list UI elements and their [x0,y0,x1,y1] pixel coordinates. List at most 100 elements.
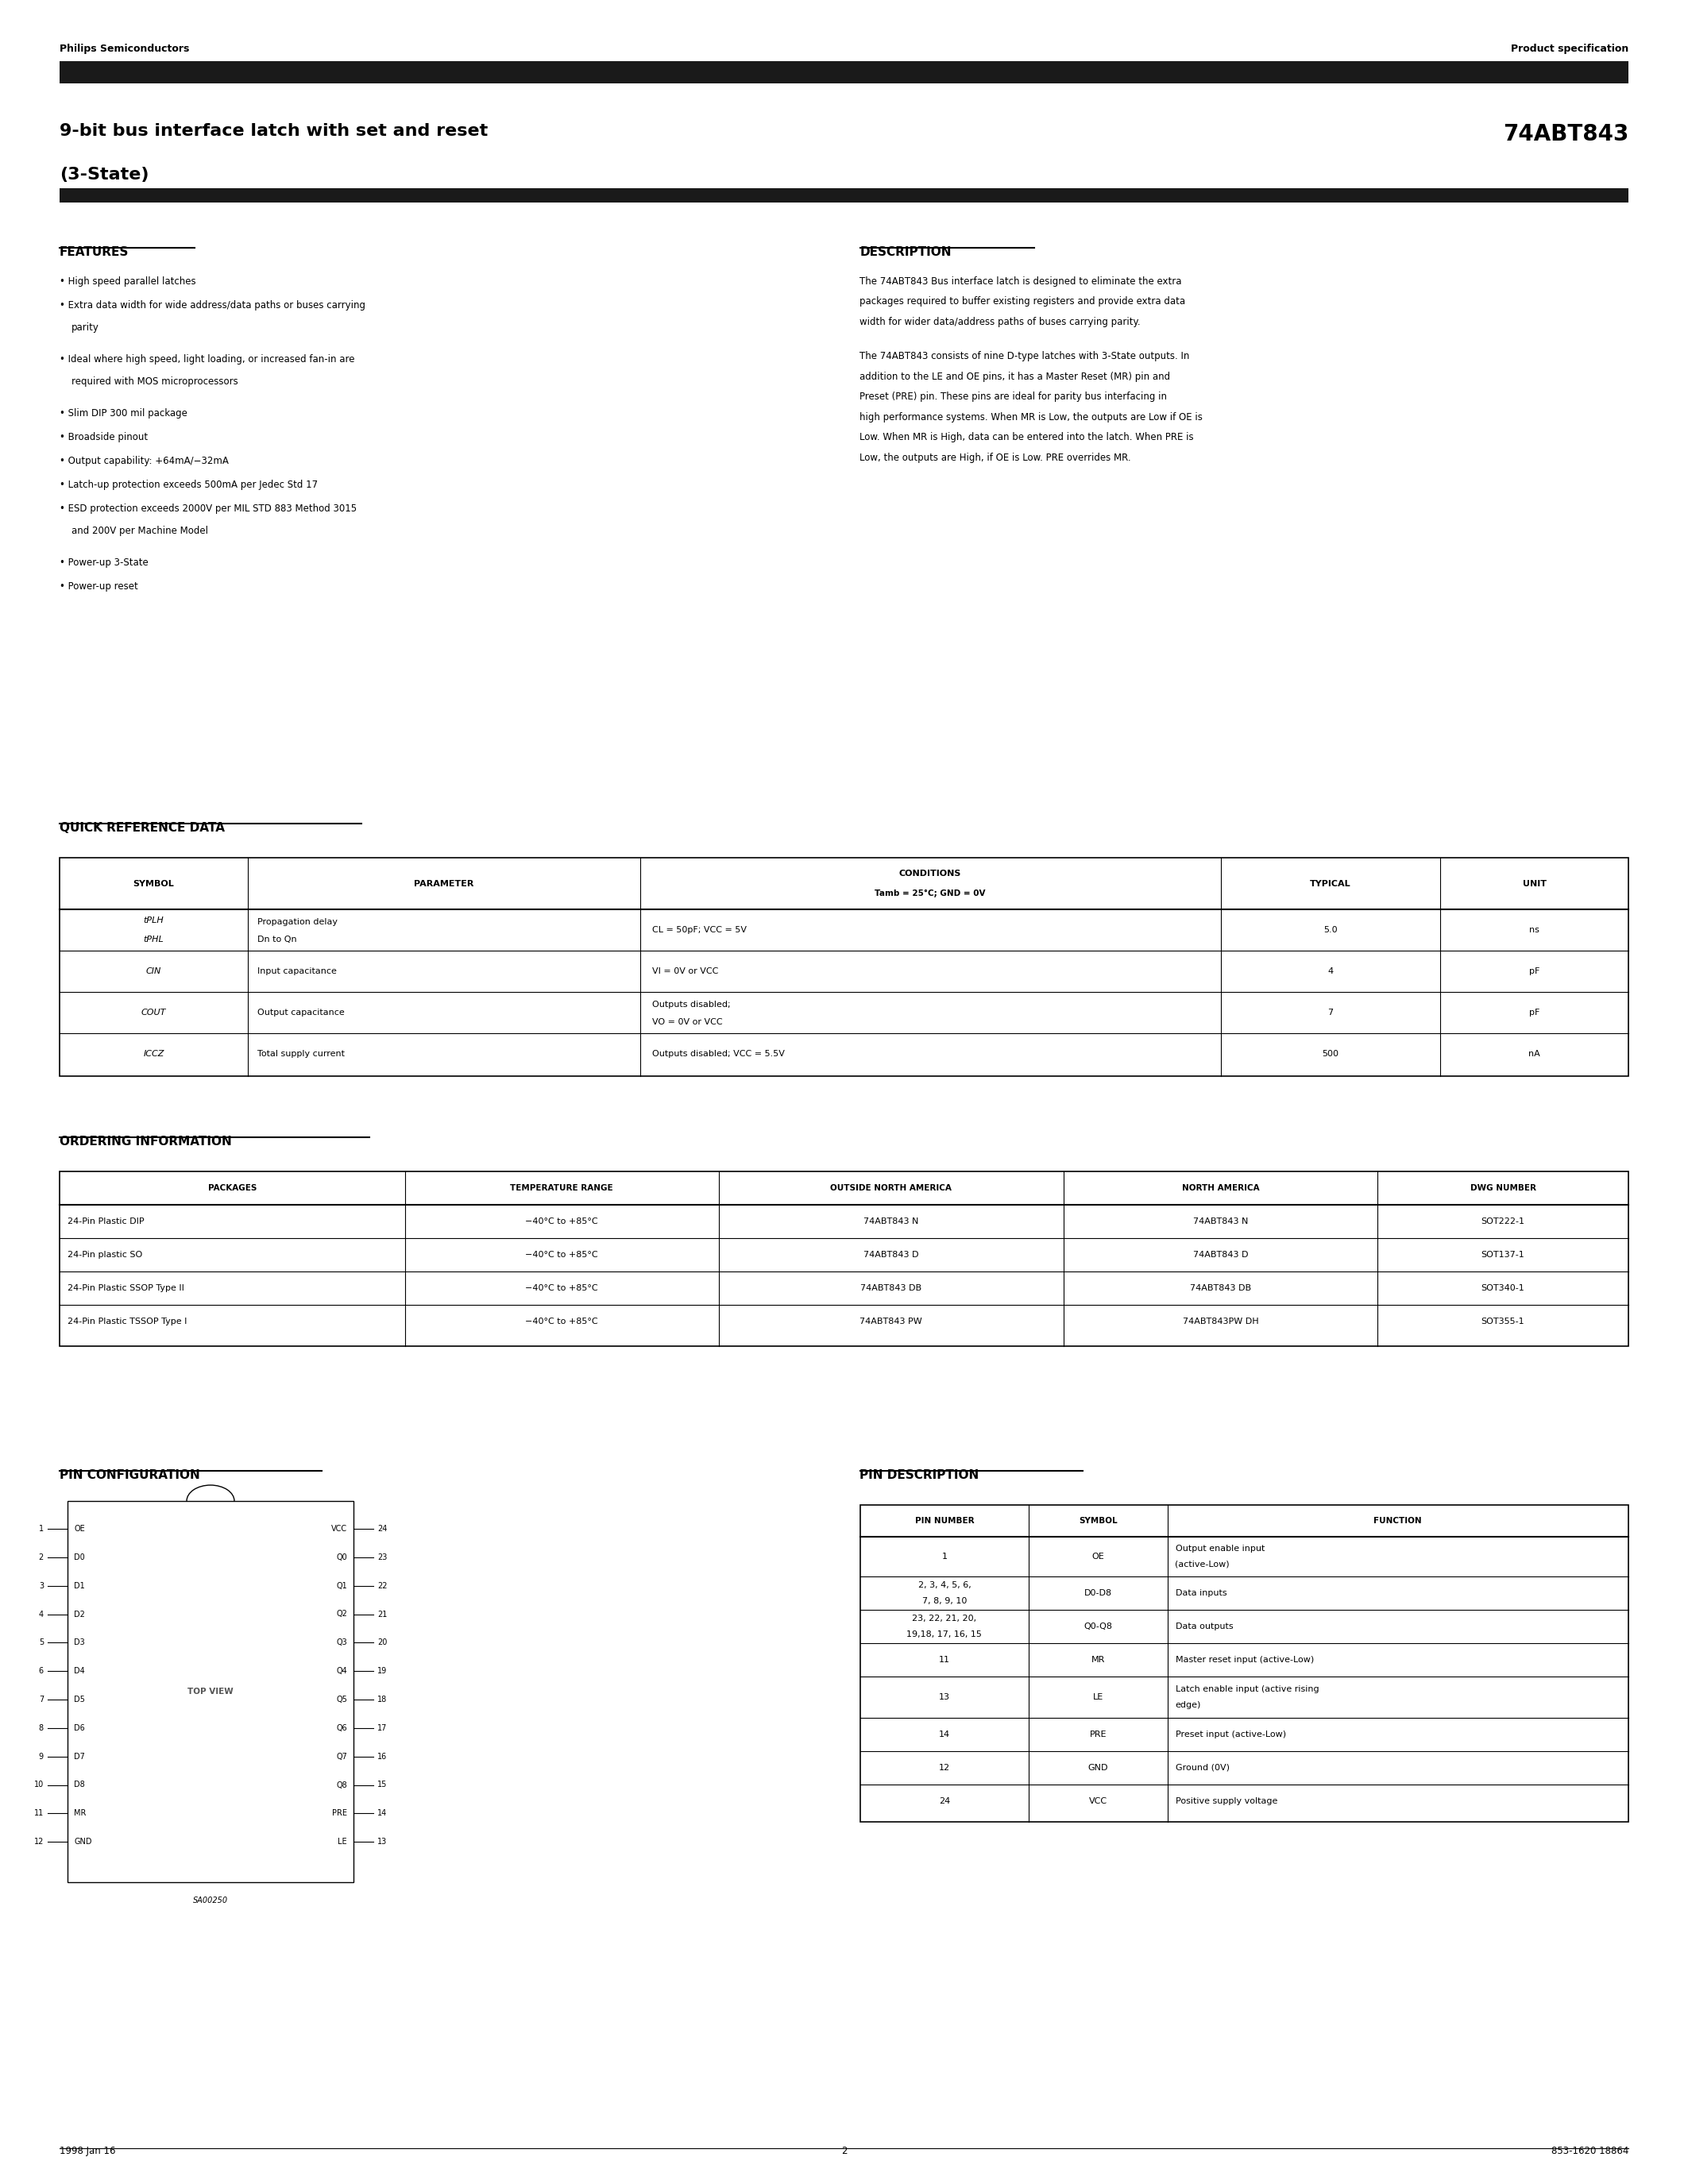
Text: Total supply current: Total supply current [257,1051,344,1057]
Text: • Output capability: +64mA/−32mA: • Output capability: +64mA/−32mA [59,456,228,465]
Text: • Extra data width for wide address/data paths or buses carrying: • Extra data width for wide address/data… [59,299,365,310]
Text: COUT: COUT [142,1009,165,1016]
Text: 10: 10 [34,1780,44,1789]
Text: (active-Low): (active-Low) [1175,1562,1231,1568]
Text: VO = 0V or VCC: VO = 0V or VCC [652,1018,722,1026]
Text: 12: 12 [34,1839,44,1845]
Text: QUICK REFERENCE DATA: QUICK REFERENCE DATA [59,821,225,834]
Text: Propagation delay: Propagation delay [257,917,338,926]
Text: TOP VIEW: TOP VIEW [187,1688,233,1695]
Text: • High speed parallel latches: • High speed parallel latches [59,277,196,286]
Text: 7, 8, 9, 10: 7, 8, 9, 10 [922,1597,967,1605]
Text: The 74ABT843 Bus interface latch is designed to eliminate the extra: The 74ABT843 Bus interface latch is desi… [859,277,1182,286]
Text: D2: D2 [74,1610,84,1618]
Text: 15: 15 [378,1780,387,1789]
Text: Output enable input: Output enable input [1175,1544,1264,1553]
Text: 500: 500 [1322,1051,1339,1057]
Text: Data outputs: Data outputs [1175,1623,1232,1631]
Text: 74ABT843 PW: 74ABT843 PW [859,1317,922,1326]
Text: D1: D1 [74,1581,84,1590]
Text: D0: D0 [74,1553,84,1562]
Text: addition to the LE and OE pins, it has a Master Reset (MR) pin and: addition to the LE and OE pins, it has a… [859,371,1170,382]
Text: • Ideal where high speed, light loading, or increased fan-in are: • Ideal where high speed, light loading,… [59,354,354,365]
Text: 1: 1 [39,1524,44,1533]
Text: 21: 21 [378,1610,387,1618]
Text: 74ABT843 N: 74ABT843 N [864,1216,918,1225]
Text: • Power-up 3-State: • Power-up 3-State [59,557,149,568]
Text: PIN NUMBER: PIN NUMBER [915,1518,974,1524]
Text: TEMPERATURE RANGE: TEMPERATURE RANGE [510,1184,613,1192]
Text: 1998 Jan 16: 1998 Jan 16 [59,2147,115,2156]
Text: OE: OE [74,1524,84,1533]
Text: Dn to Qn: Dn to Qn [257,935,297,943]
Text: MR: MR [74,1808,86,1817]
Text: 74ABT843 D: 74ABT843 D [1193,1251,1247,1258]
Text: (3-State): (3-State) [59,166,149,183]
Text: Preset input (active-Low): Preset input (active-Low) [1175,1730,1286,1738]
Text: • Slim DIP 300 mil package: • Slim DIP 300 mil package [59,408,187,419]
Text: 74ABT843 N: 74ABT843 N [1193,1216,1247,1225]
Text: 19,18, 17, 16, 15: 19,18, 17, 16, 15 [906,1631,982,1638]
Text: 74ABT843PW DH: 74ABT843PW DH [1183,1317,1259,1326]
Text: 7: 7 [39,1695,44,1704]
Text: pF: pF [1529,968,1539,976]
Text: OUTSIDE NORTH AMERICA: OUTSIDE NORTH AMERICA [830,1184,952,1192]
Text: • Power-up reset: • Power-up reset [59,581,138,592]
Text: ICCZ: ICCZ [143,1051,164,1057]
Text: Q3: Q3 [336,1638,348,1647]
Text: 5.0: 5.0 [1323,926,1337,935]
Text: SA00250: SA00250 [192,1896,228,1904]
Text: 5: 5 [39,1638,44,1647]
Text: • ESD protection exceeds 2000V per MIL STD 883 Method 3015: • ESD protection exceeds 2000V per MIL S… [59,505,356,513]
Text: GND: GND [74,1839,91,1845]
Text: 9: 9 [39,1752,44,1760]
Text: packages required to buffer existing registers and provide extra data: packages required to buffer existing reg… [859,297,1185,308]
Text: Low. When MR is High, data can be entered into the latch. When PRE is: Low. When MR is High, data can be entere… [859,432,1193,443]
Text: D6: D6 [74,1723,84,1732]
Text: PIN CONFIGURATION: PIN CONFIGURATION [59,1470,199,1481]
Text: VCC: VCC [331,1524,348,1533]
Text: CL = 50pF; VCC = 5V: CL = 50pF; VCC = 5V [652,926,746,935]
Text: 9-bit bus interface latch with set and reset: 9-bit bus interface latch with set and r… [59,122,488,140]
Text: 24-Pin Plastic SSOP Type II: 24-Pin Plastic SSOP Type II [68,1284,184,1293]
Text: 4: 4 [39,1610,44,1618]
Text: TYPICAL: TYPICAL [1310,880,1350,887]
Text: • Broadside pinout: • Broadside pinout [59,432,149,443]
Text: 24-Pin Plastic TSSOP Type I: 24-Pin Plastic TSSOP Type I [68,1317,187,1326]
Text: 19: 19 [378,1666,387,1675]
Text: FEATURES: FEATURES [59,247,128,258]
Text: Master reset input (active-Low): Master reset input (active-Low) [1175,1655,1313,1664]
Text: 2, 3, 4, 5, 6,: 2, 3, 4, 5, 6, [918,1581,971,1590]
Text: and 200V per Machine Model: and 200V per Machine Model [71,526,208,535]
Text: FUNCTION: FUNCTION [1374,1518,1421,1524]
Text: 24: 24 [939,1797,950,1806]
Text: pF: pF [1529,1009,1539,1016]
Text: 2: 2 [39,1553,44,1562]
Text: Q1: Q1 [336,1581,348,1590]
Text: NORTH AMERICA: NORTH AMERICA [1182,1184,1259,1192]
Text: −40°C to +85°C: −40°C to +85°C [525,1216,598,1225]
Text: CIN: CIN [147,968,162,976]
Text: SOT222-1: SOT222-1 [1480,1216,1524,1225]
Text: 74ABT843 D: 74ABT843 D [864,1251,918,1258]
Bar [68,1500,353,1883]
Text: edge): edge) [1175,1701,1200,1710]
Bar [859,1505,1629,1821]
Text: VI = 0V or VCC: VI = 0V or VCC [652,968,717,976]
Text: Ground (0V): Ground (0V) [1175,1765,1229,1771]
Text: D8: D8 [74,1780,84,1789]
Text: CONDITIONS: CONDITIONS [900,869,962,878]
Text: 74ABT843: 74ABT843 [1502,122,1629,146]
Text: Q0: Q0 [336,1553,348,1562]
Text: 14: 14 [378,1808,387,1817]
Text: DWG NUMBER: DWG NUMBER [1470,1184,1536,1192]
Text: −40°C to +85°C: −40°C to +85°C [525,1251,598,1258]
Text: tPHL: tPHL [143,935,164,943]
Text: Q4: Q4 [336,1666,348,1675]
Text: 18: 18 [378,1695,387,1704]
Text: VCC: VCC [1089,1797,1107,1806]
Text: SOT137-1: SOT137-1 [1480,1251,1524,1258]
Text: Q0-Q8: Q0-Q8 [1084,1623,1112,1631]
Text: Q8: Q8 [336,1780,348,1789]
Text: Input capacitance: Input capacitance [257,968,336,976]
